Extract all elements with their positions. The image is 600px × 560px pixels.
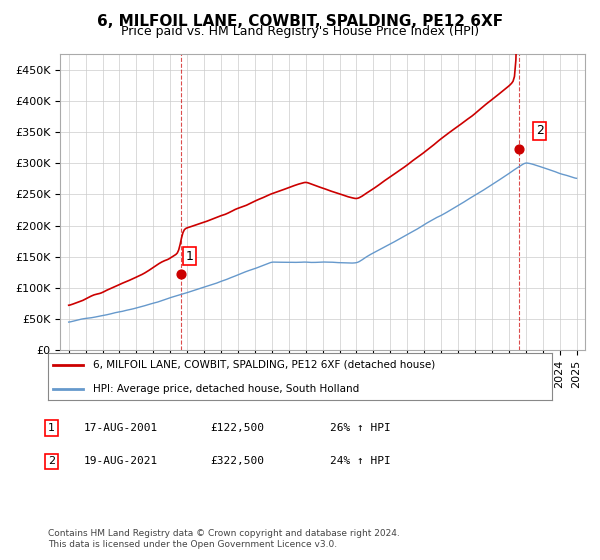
Text: 26% ↑ HPI: 26% ↑ HPI xyxy=(330,423,391,433)
Text: 6, MILFOIL LANE, COWBIT, SPALDING, PE12 6XF: 6, MILFOIL LANE, COWBIT, SPALDING, PE12 … xyxy=(97,14,503,29)
Point xyxy=(515,144,524,153)
Text: 24% ↑ HPI: 24% ↑ HPI xyxy=(330,456,391,466)
Text: Price paid vs. HM Land Registry's House Price Index (HPI): Price paid vs. HM Land Registry's House … xyxy=(121,25,479,38)
Text: £322,500: £322,500 xyxy=(210,456,264,466)
Text: Contains HM Land Registry data © Crown copyright and database right 2024.
This d: Contains HM Land Registry data © Crown c… xyxy=(48,529,400,549)
Text: 2: 2 xyxy=(48,456,55,466)
Text: 19-AUG-2021: 19-AUG-2021 xyxy=(84,456,158,466)
Text: 1: 1 xyxy=(185,250,193,263)
Text: £122,500: £122,500 xyxy=(210,423,264,433)
Text: HPI: Average price, detached house, South Holland: HPI: Average price, detached house, Sout… xyxy=(94,384,359,394)
Text: 17-AUG-2001: 17-AUG-2001 xyxy=(84,423,158,433)
Text: 2: 2 xyxy=(536,124,544,137)
Point xyxy=(176,269,185,278)
Text: 1: 1 xyxy=(48,423,55,433)
Text: 6, MILFOIL LANE, COWBIT, SPALDING, PE12 6XF (detached house): 6, MILFOIL LANE, COWBIT, SPALDING, PE12 … xyxy=(94,360,436,370)
